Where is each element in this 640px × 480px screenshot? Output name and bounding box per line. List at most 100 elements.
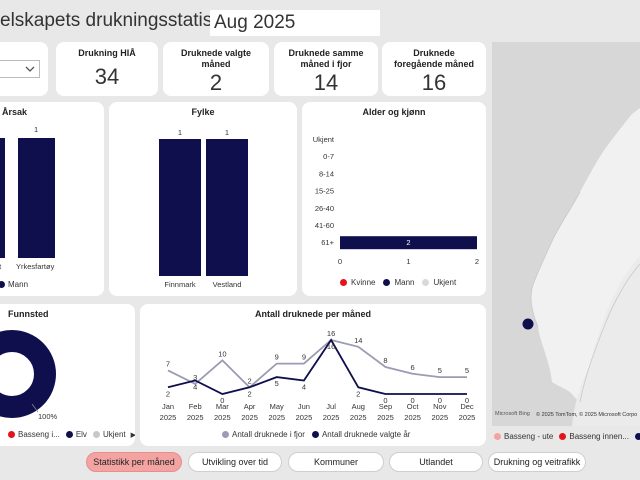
alder-kjonn-chart: Alder og kjønn Ukjent 0-7 8-14 15-25 26-40 41… (302, 102, 486, 296)
legend-dot (383, 279, 391, 286)
monthly-chart: Antall druknede per måned 7 3 10 2 9 9 16 14 8 6 5… (140, 304, 486, 446)
tick-label: Aug (352, 402, 365, 411)
bar-finnmark (159, 139, 201, 276)
legend-label: Elv (75, 430, 87, 439)
tick-label: 2025 (323, 413, 340, 422)
legend-dot (222, 431, 229, 438)
legend: Mann (0, 280, 28, 289)
tick-label: 2025 (268, 413, 285, 422)
tick-label: Sep (379, 402, 392, 411)
tick-label: Mar (216, 402, 229, 411)
tick-label: 2025 (350, 413, 367, 422)
legend-dot (422, 279, 430, 286)
nav-kommuner[interactable]: Kommuner (288, 452, 384, 472)
tick-label: åt (0, 262, 1, 271)
tick-label: Finnmark (164, 280, 196, 289)
nav-drukning-og-veitrafikk[interactable]: Drukning og veitrafikk (488, 452, 586, 472)
legend-dot (8, 431, 15, 438)
kpi-card-samme-maned-fjor: Druknede samme måned i fjor 14 (274, 42, 378, 96)
nav-statistikk-per-maned[interactable]: Statistikk per måned (86, 452, 182, 472)
tick-label: 41-60 (315, 221, 334, 230)
chart-title: Funnsted (8, 309, 49, 319)
donut-ring (0, 330, 56, 418)
tick-label: 2 (475, 257, 479, 266)
nav-utlandet[interactable]: Utlandet (389, 452, 483, 472)
data-label: 14 (354, 336, 362, 345)
legend-dot (494, 433, 501, 440)
pct-label: 100% (38, 412, 58, 421)
data-label: 1 (178, 128, 182, 137)
legend-label: Basseng - ute (504, 432, 554, 441)
data-label: 16 (327, 342, 335, 351)
data-label: 4 (302, 383, 306, 392)
month-selector[interactable]: Aug 2025 (210, 10, 380, 36)
legend-dot (559, 433, 567, 440)
kpi-value: 14 (313, 70, 339, 95)
tick-label: 61+ (321, 238, 334, 247)
tick-label: Dec (460, 402, 474, 411)
tick-label: Feb (189, 402, 202, 411)
page-title: elskapets drukningsstatistikk (0, 10, 241, 31)
data-label: 4 (193, 383, 197, 392)
data-label: 0 (220, 396, 224, 405)
coastline (530, 191, 581, 328)
data-label: 7 (166, 359, 170, 368)
land-sweden (572, 256, 640, 426)
tick-label: 2025 (377, 413, 394, 422)
legend-dot (634, 433, 640, 440)
legend-label: Antall druknede i fjor (232, 430, 305, 439)
data-label: 2 (247, 376, 251, 385)
legend-label: Ukjent (433, 278, 457, 287)
series-line-2 (167, 338, 467, 395)
data-label: 9 (302, 353, 306, 362)
map-shapes (522, 108, 640, 426)
tick-label: 2025 (160, 413, 177, 422)
tick-label: 2025 (214, 413, 231, 422)
tick-label: Apr (244, 402, 256, 411)
legend-next-icon[interactable]: ▶ (130, 431, 135, 439)
tick-label: Jan (162, 402, 174, 411)
tick-label: 2025 (187, 413, 204, 422)
data-label: 0 (383, 396, 387, 405)
map-marker (522, 318, 534, 330)
data-label: 5 (438, 366, 442, 375)
legend-label: Basseng i... (18, 430, 60, 439)
data-label: 6 (411, 363, 415, 372)
filter-dropdown[interactable] (0, 42, 48, 96)
legend: Antall druknede i fjor Antall druknede v… (222, 430, 410, 439)
tick-label: 2025 (404, 413, 421, 422)
donut-leader (31, 403, 39, 413)
bar-yrkesfartoy (18, 138, 55, 258)
tick-label: 2025 (431, 413, 448, 422)
tick-label: 26-40 (315, 204, 334, 213)
data-label: 2 (406, 238, 410, 247)
chevron-down-icon[interactable] (25, 65, 35, 73)
legend-label: Kvinne (351, 278, 376, 287)
monthly-lines: 7 3 10 2 9 9 16 14 8 6 5 5 2 4 0 2 5 4 16 2 0 0 0 0 Jan 2025 Feb 20… (160, 329, 476, 422)
border (579, 263, 640, 403)
data-label: 9 (275, 353, 279, 362)
bar-vestland (206, 139, 248, 276)
dropdown-field[interactable] (0, 60, 40, 78)
tick-label: 8-14 (319, 169, 334, 178)
alder-bars: Ukjent 0-7 8-14 15-25 26-40 41-60 61+ 2 0 1 2 (313, 135, 479, 266)
legend-dot (0, 281, 5, 288)
nav-utvikling-over-tid[interactable]: Utvikling over tid (188, 452, 282, 472)
kpi-label: Druknede samme måned i fjor (288, 48, 364, 69)
map-legend: Basseng - ute Basseng innen... (494, 432, 640, 441)
kpi-value: 34 (94, 64, 120, 89)
funnsted-chart: Funnsted 100% Basseng i... Elv Ukjent ▶ (0, 304, 135, 446)
tick-label: 0 (338, 257, 342, 266)
legend-label: Antall druknede valgte år (321, 430, 411, 439)
tick-label: Oct (407, 402, 420, 411)
chart-title: Antall druknede per måned (254, 309, 372, 319)
data-label: 10 (218, 349, 226, 358)
data-label: 0 (465, 396, 469, 405)
kpi-card-foregaende-maned: Druknede foregående måned 16 (382, 42, 486, 96)
arsak-chart: Årsak 1 åt Yrkesfartøy Mann (0, 102, 104, 296)
map[interactable]: Microsoft Bing © 2025 TomTom, © 2025 Mic… (492, 42, 640, 426)
legend-dot (311, 431, 319, 438)
kpi-card-valgte-maned: Druknede valgte måned 2 (163, 42, 269, 96)
data-label: 1 (225, 128, 229, 137)
legend-label: Ukjent (102, 430, 126, 439)
